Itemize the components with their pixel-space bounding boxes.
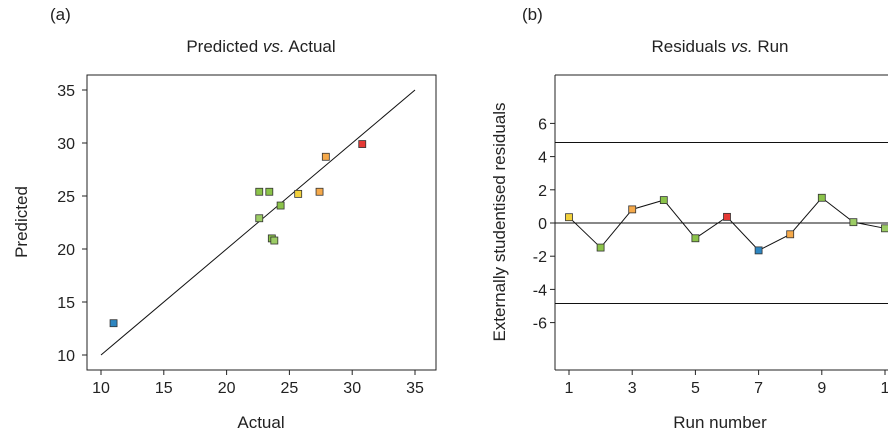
- panel-b-data-point: [723, 212, 731, 221]
- panel-b-title: Residuals vs. Run: [651, 37, 788, 56]
- panel-b-x-axis: 1 3 5 7 9 1: [565, 370, 888, 397]
- panel-b-data-point: [565, 213, 573, 222]
- panel-a-data-point: [255, 214, 264, 223]
- panel-b-y-label: Externally studentised residuals: [490, 102, 509, 341]
- panel-b-points: [565, 193, 888, 255]
- panel-a-x-label: Actual: [237, 413, 284, 432]
- panel-a-diagonal-line: [100, 89, 416, 356]
- panel-b-data-point: [691, 234, 700, 243]
- panel-b-y-tick-label: 2: [538, 183, 547, 200]
- panel-b-data-point: [596, 243, 605, 252]
- panel-a-x-tick-label: 25: [281, 380, 299, 397]
- panel-a-y-tick-label: 10: [57, 348, 75, 365]
- panel-a-points: [109, 140, 367, 328]
- panel-b-y-axis: -6 -4 -2 0 2 4 6: [533, 116, 555, 333]
- panel-a-data-point: [294, 189, 303, 198]
- panel-a-data-point: [270, 236, 279, 245]
- panel-a-x-tick-label: 35: [406, 380, 424, 397]
- panel-a-data-point: [315, 187, 324, 196]
- panel-b-y-tick-label: -2: [533, 249, 547, 266]
- panel-a-y-tick-label: 35: [57, 83, 75, 100]
- panel-a-title-part-1: Predicted: [186, 37, 263, 56]
- panel-b-y-tick-label: 6: [538, 116, 547, 133]
- panel-a-reference-line: [100, 89, 416, 356]
- panel-b-x-tick-label: 1: [881, 380, 888, 397]
- panel-a-data-point: [265, 187, 274, 196]
- panel-b-y-tick-label: 4: [538, 150, 547, 167]
- panel-b-x-tick-label: 3: [628, 380, 637, 397]
- panel-a-y-tick-label: 20: [57, 242, 75, 259]
- panel-b-data-point: [754, 246, 763, 255]
- panel-a-x-tick-label: 15: [155, 380, 173, 397]
- panel-a-data-point: [109, 319, 118, 328]
- panel-b-x-label: Run number: [673, 413, 767, 432]
- panel-a-plot-frame: [86, 74, 437, 371]
- panel-a-letter: (a): [50, 5, 71, 24]
- panel-b-data-point: [817, 193, 826, 202]
- panel-a-data-point: [321, 152, 330, 161]
- panel-b-data-point: [628, 205, 637, 214]
- panel-a-x-tick-label: 20: [218, 380, 236, 397]
- panel-b-x-tick-label: 9: [817, 380, 826, 397]
- panel-a-title: Predicted vs. Actual: [186, 37, 335, 56]
- panel-b-data-point: [881, 224, 888, 233]
- panel-a-data-point: [358, 140, 367, 148]
- panel-a-x-axis: 10 15 20 25 30 35: [92, 370, 424, 397]
- panel-b-y-tick-label: -6: [533, 316, 547, 333]
- panel-b-reference-lines: [555, 141, 888, 305]
- panel-a-y-tick-label: 15: [57, 295, 75, 312]
- panel-a-title-part-2: vs.: [263, 37, 285, 56]
- panel-b-y-tick-label: -4: [533, 282, 547, 299]
- panel-a-y-tick-label: 30: [57, 136, 75, 153]
- panel-a-data-point: [276, 201, 285, 210]
- panel-b-residual-line: [568, 197, 886, 252]
- panel-b-y-tick-label: 0: [538, 216, 547, 233]
- panel-b-data-point: [786, 230, 795, 239]
- panel-b-data-point: [849, 218, 858, 227]
- panel-b-x-tick-label: 1: [565, 380, 574, 397]
- panel-b-data-point: [659, 196, 668, 204]
- panel-b-title-part-1: Residuals: [651, 37, 730, 56]
- panel-a-y-axis: 10 15 20 25 30 35: [57, 83, 87, 365]
- panel-b-x-tick-label: 7: [754, 380, 763, 397]
- panel-a-y-tick-label: 25: [57, 189, 75, 206]
- panel-a-title-part-3: Actual: [285, 37, 336, 56]
- panel-b-letter: (b): [522, 5, 543, 24]
- panel-b-x-tick-label: 5: [691, 380, 700, 397]
- panel-a-data-point: [255, 187, 264, 196]
- panel-a-y-label: Predicted: [12, 186, 31, 258]
- panel-b-title-part-3: Run: [753, 37, 789, 56]
- panel-b-title-part-2: vs.: [731, 37, 753, 56]
- predicted-vs-actual-chart: (a) Predicted vs. Actual 10 15 20 25 30 35 10…: [12, 5, 437, 432]
- panel-b-series-line: [568, 197, 886, 252]
- panel-a-x-tick-label: 10: [92, 380, 110, 397]
- panel-a-x-tick-label: 30: [343, 380, 361, 397]
